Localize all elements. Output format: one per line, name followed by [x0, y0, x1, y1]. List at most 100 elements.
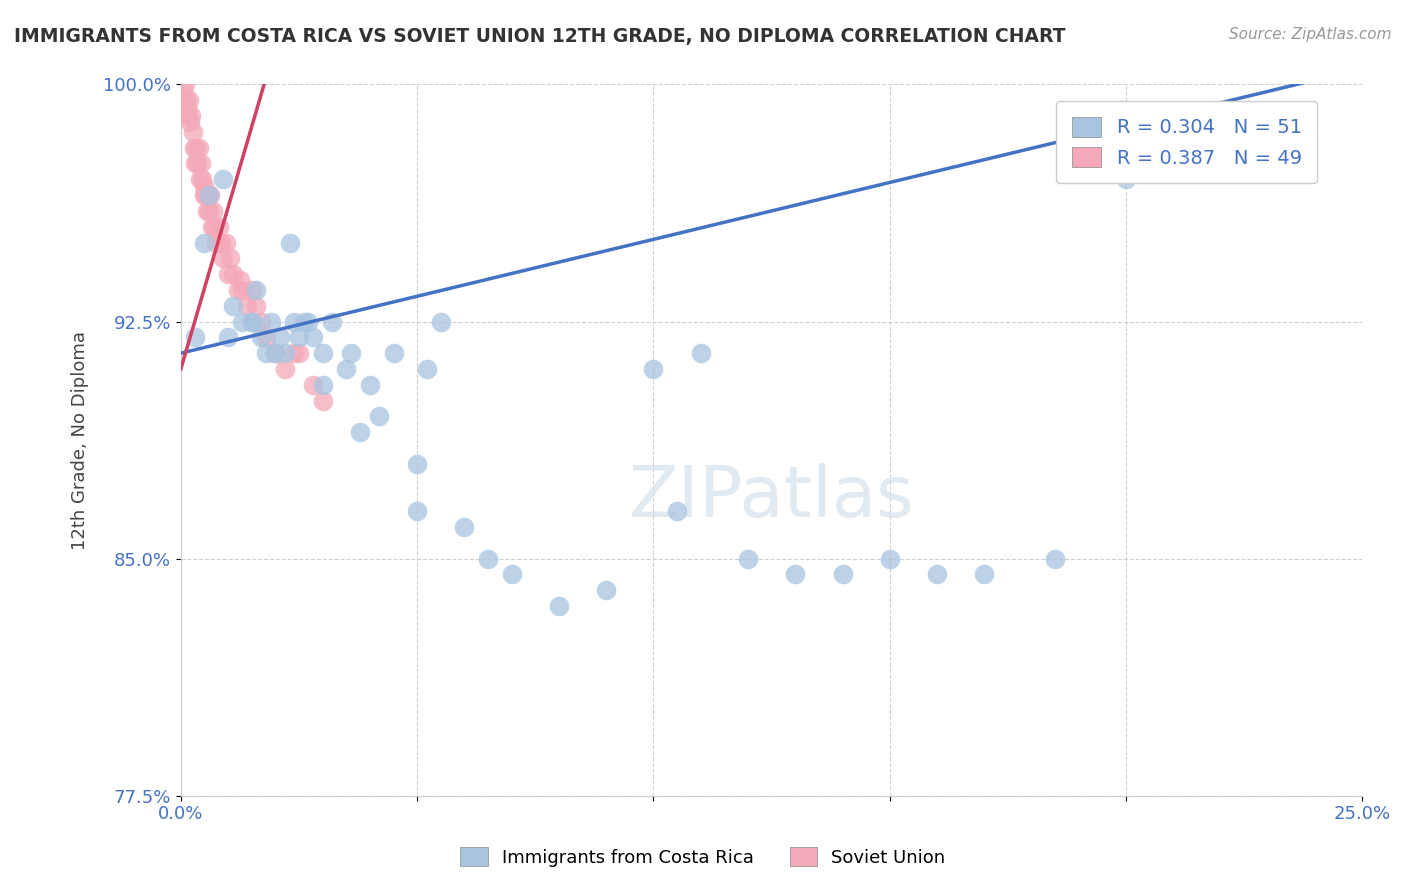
Point [193, 188, 215, 202]
Point [259, 314, 281, 328]
Point [212, 252, 235, 266]
Point [302, 377, 325, 392]
Text: IMMIGRANTS FROM COSTA RICA VS SOVIET UNION 12TH GRADE, NO DIPLOMA CORRELATION CH: IMMIGRANTS FROM COSTA RICA VS SOVIET UNI… [14, 27, 1066, 45]
Point [415, 362, 437, 376]
Point [191, 172, 214, 186]
Point [173, 78, 195, 92]
Point [283, 314, 305, 328]
Point [209, 235, 232, 250]
Point [222, 299, 245, 313]
Point [240, 283, 263, 297]
Point [1045, 551, 1067, 566]
Point [194, 188, 217, 202]
Point [382, 346, 405, 360]
Point [430, 314, 453, 328]
Point [212, 172, 235, 186]
Point [172, 84, 194, 98]
Point [184, 141, 207, 155]
Point [231, 283, 253, 297]
Point [198, 188, 221, 202]
Point [278, 235, 301, 250]
Point [288, 346, 311, 360]
Point [879, 551, 901, 566]
Point [226, 283, 249, 297]
Point [198, 188, 221, 202]
Point [254, 330, 277, 344]
Point [240, 314, 263, 328]
Point [595, 583, 617, 598]
Point [183, 141, 205, 155]
Point [179, 115, 201, 129]
Point [240, 314, 263, 328]
Point [925, 567, 948, 582]
Point [264, 346, 287, 360]
Point [737, 551, 759, 566]
Point [453, 520, 475, 534]
Point [180, 109, 202, 123]
Point [219, 252, 242, 266]
Point [292, 314, 315, 328]
Point [197, 188, 219, 202]
Point [501, 567, 523, 582]
Point [274, 346, 297, 360]
Point [548, 599, 571, 613]
Point [174, 93, 197, 107]
Point [288, 330, 311, 344]
Y-axis label: 12th Grade, No Diploma: 12th Grade, No Diploma [72, 331, 89, 549]
Point [250, 314, 273, 328]
Text: ZIPatlas: ZIPatlas [628, 463, 914, 532]
Point [205, 235, 228, 250]
Point [245, 299, 267, 313]
Legend: Immigrants from Costa Rica, Soviet Union: Immigrants from Costa Rica, Soviet Union [453, 840, 953, 874]
Point [311, 393, 333, 408]
Point [406, 504, 429, 518]
Point [202, 219, 225, 234]
Point [311, 377, 333, 392]
Point [198, 203, 221, 218]
Point [177, 103, 200, 117]
Point [184, 156, 207, 170]
Point [187, 141, 209, 155]
Point [831, 567, 853, 582]
Point [368, 409, 391, 424]
Point [283, 346, 305, 360]
Point [302, 330, 325, 344]
Point [254, 346, 277, 360]
Point [245, 283, 267, 297]
Point [340, 346, 363, 360]
Point [208, 219, 231, 234]
Point [215, 235, 238, 250]
Point [973, 567, 995, 582]
Point [349, 425, 371, 440]
Point [190, 156, 212, 170]
Point [195, 203, 218, 218]
Point [184, 330, 207, 344]
Point [666, 504, 689, 518]
Point [186, 156, 208, 170]
Text: Source: ZipAtlas.com: Source: ZipAtlas.com [1229, 27, 1392, 42]
Point [179, 93, 201, 107]
Point [321, 314, 343, 328]
Point [274, 362, 297, 376]
Point [297, 314, 319, 328]
Point [231, 314, 253, 328]
Point [643, 362, 665, 376]
Point [193, 178, 215, 193]
Point [406, 457, 429, 471]
Point [188, 172, 211, 186]
Point [222, 267, 245, 281]
Point [264, 346, 287, 360]
Point [201, 203, 224, 218]
Point [217, 330, 239, 344]
Point [269, 330, 291, 344]
Point [200, 219, 222, 234]
Point [689, 346, 711, 360]
Point [250, 330, 273, 344]
Point [335, 362, 357, 376]
Point [1115, 172, 1137, 186]
Point [217, 267, 239, 281]
Point [359, 377, 381, 392]
Point [236, 299, 259, 313]
Point [176, 109, 198, 123]
Point [477, 551, 499, 566]
